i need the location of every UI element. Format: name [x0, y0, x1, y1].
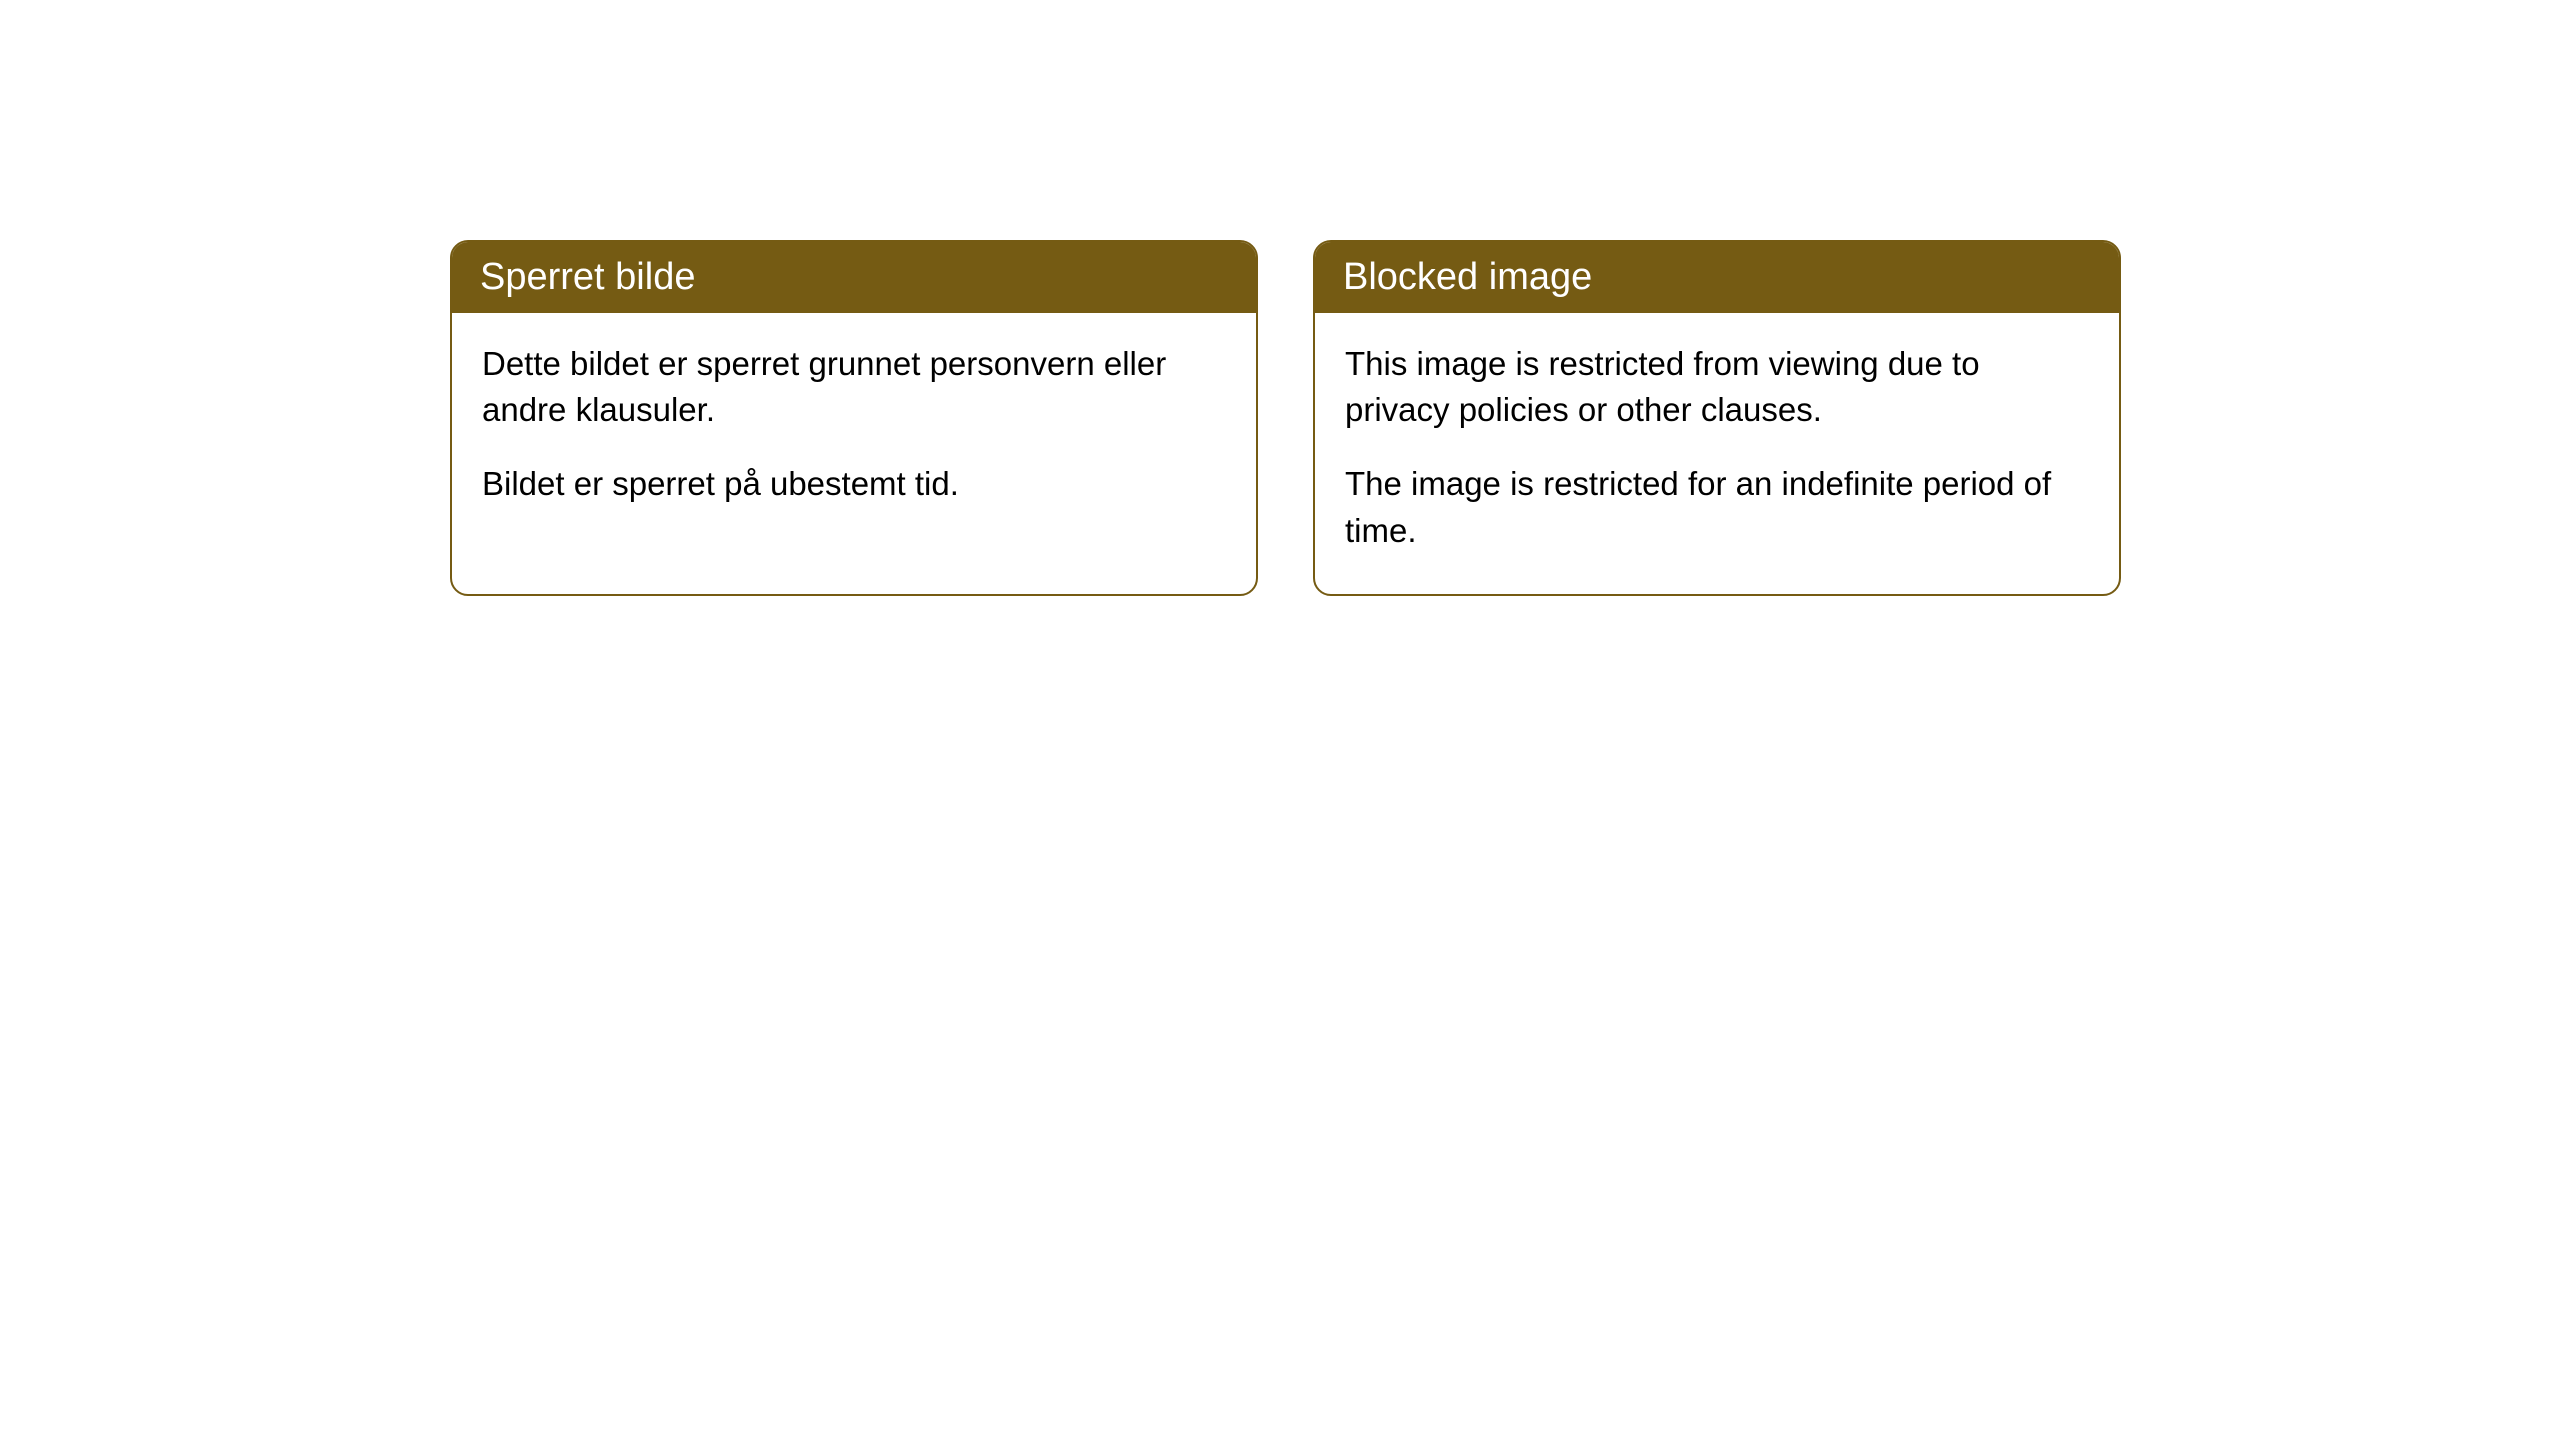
card-paragraph-1: This image is restricted from viewing du…: [1345, 341, 2089, 433]
card-paragraph-1: Dette bildet er sperret grunnet personve…: [482, 341, 1226, 433]
card-body: This image is restricted from viewing du…: [1315, 313, 2119, 594]
blocked-image-card-english: Blocked image This image is restricted f…: [1313, 240, 2121, 596]
card-title: Sperret bilde: [480, 256, 695, 298]
card-body: Dette bildet er sperret grunnet personve…: [452, 313, 1256, 548]
card-paragraph-2: The image is restricted for an indefinit…: [1345, 461, 2089, 553]
card-title: Blocked image: [1343, 256, 1592, 298]
blocked-image-card-norwegian: Sperret bilde Dette bildet er sperret gr…: [450, 240, 1258, 596]
card-paragraph-2: Bildet er sperret på ubestemt tid.: [482, 461, 1226, 507]
card-header: Blocked image: [1315, 242, 2119, 313]
notification-cards-container: Sperret bilde Dette bildet er sperret gr…: [450, 240, 2121, 596]
card-header: Sperret bilde: [452, 242, 1256, 313]
